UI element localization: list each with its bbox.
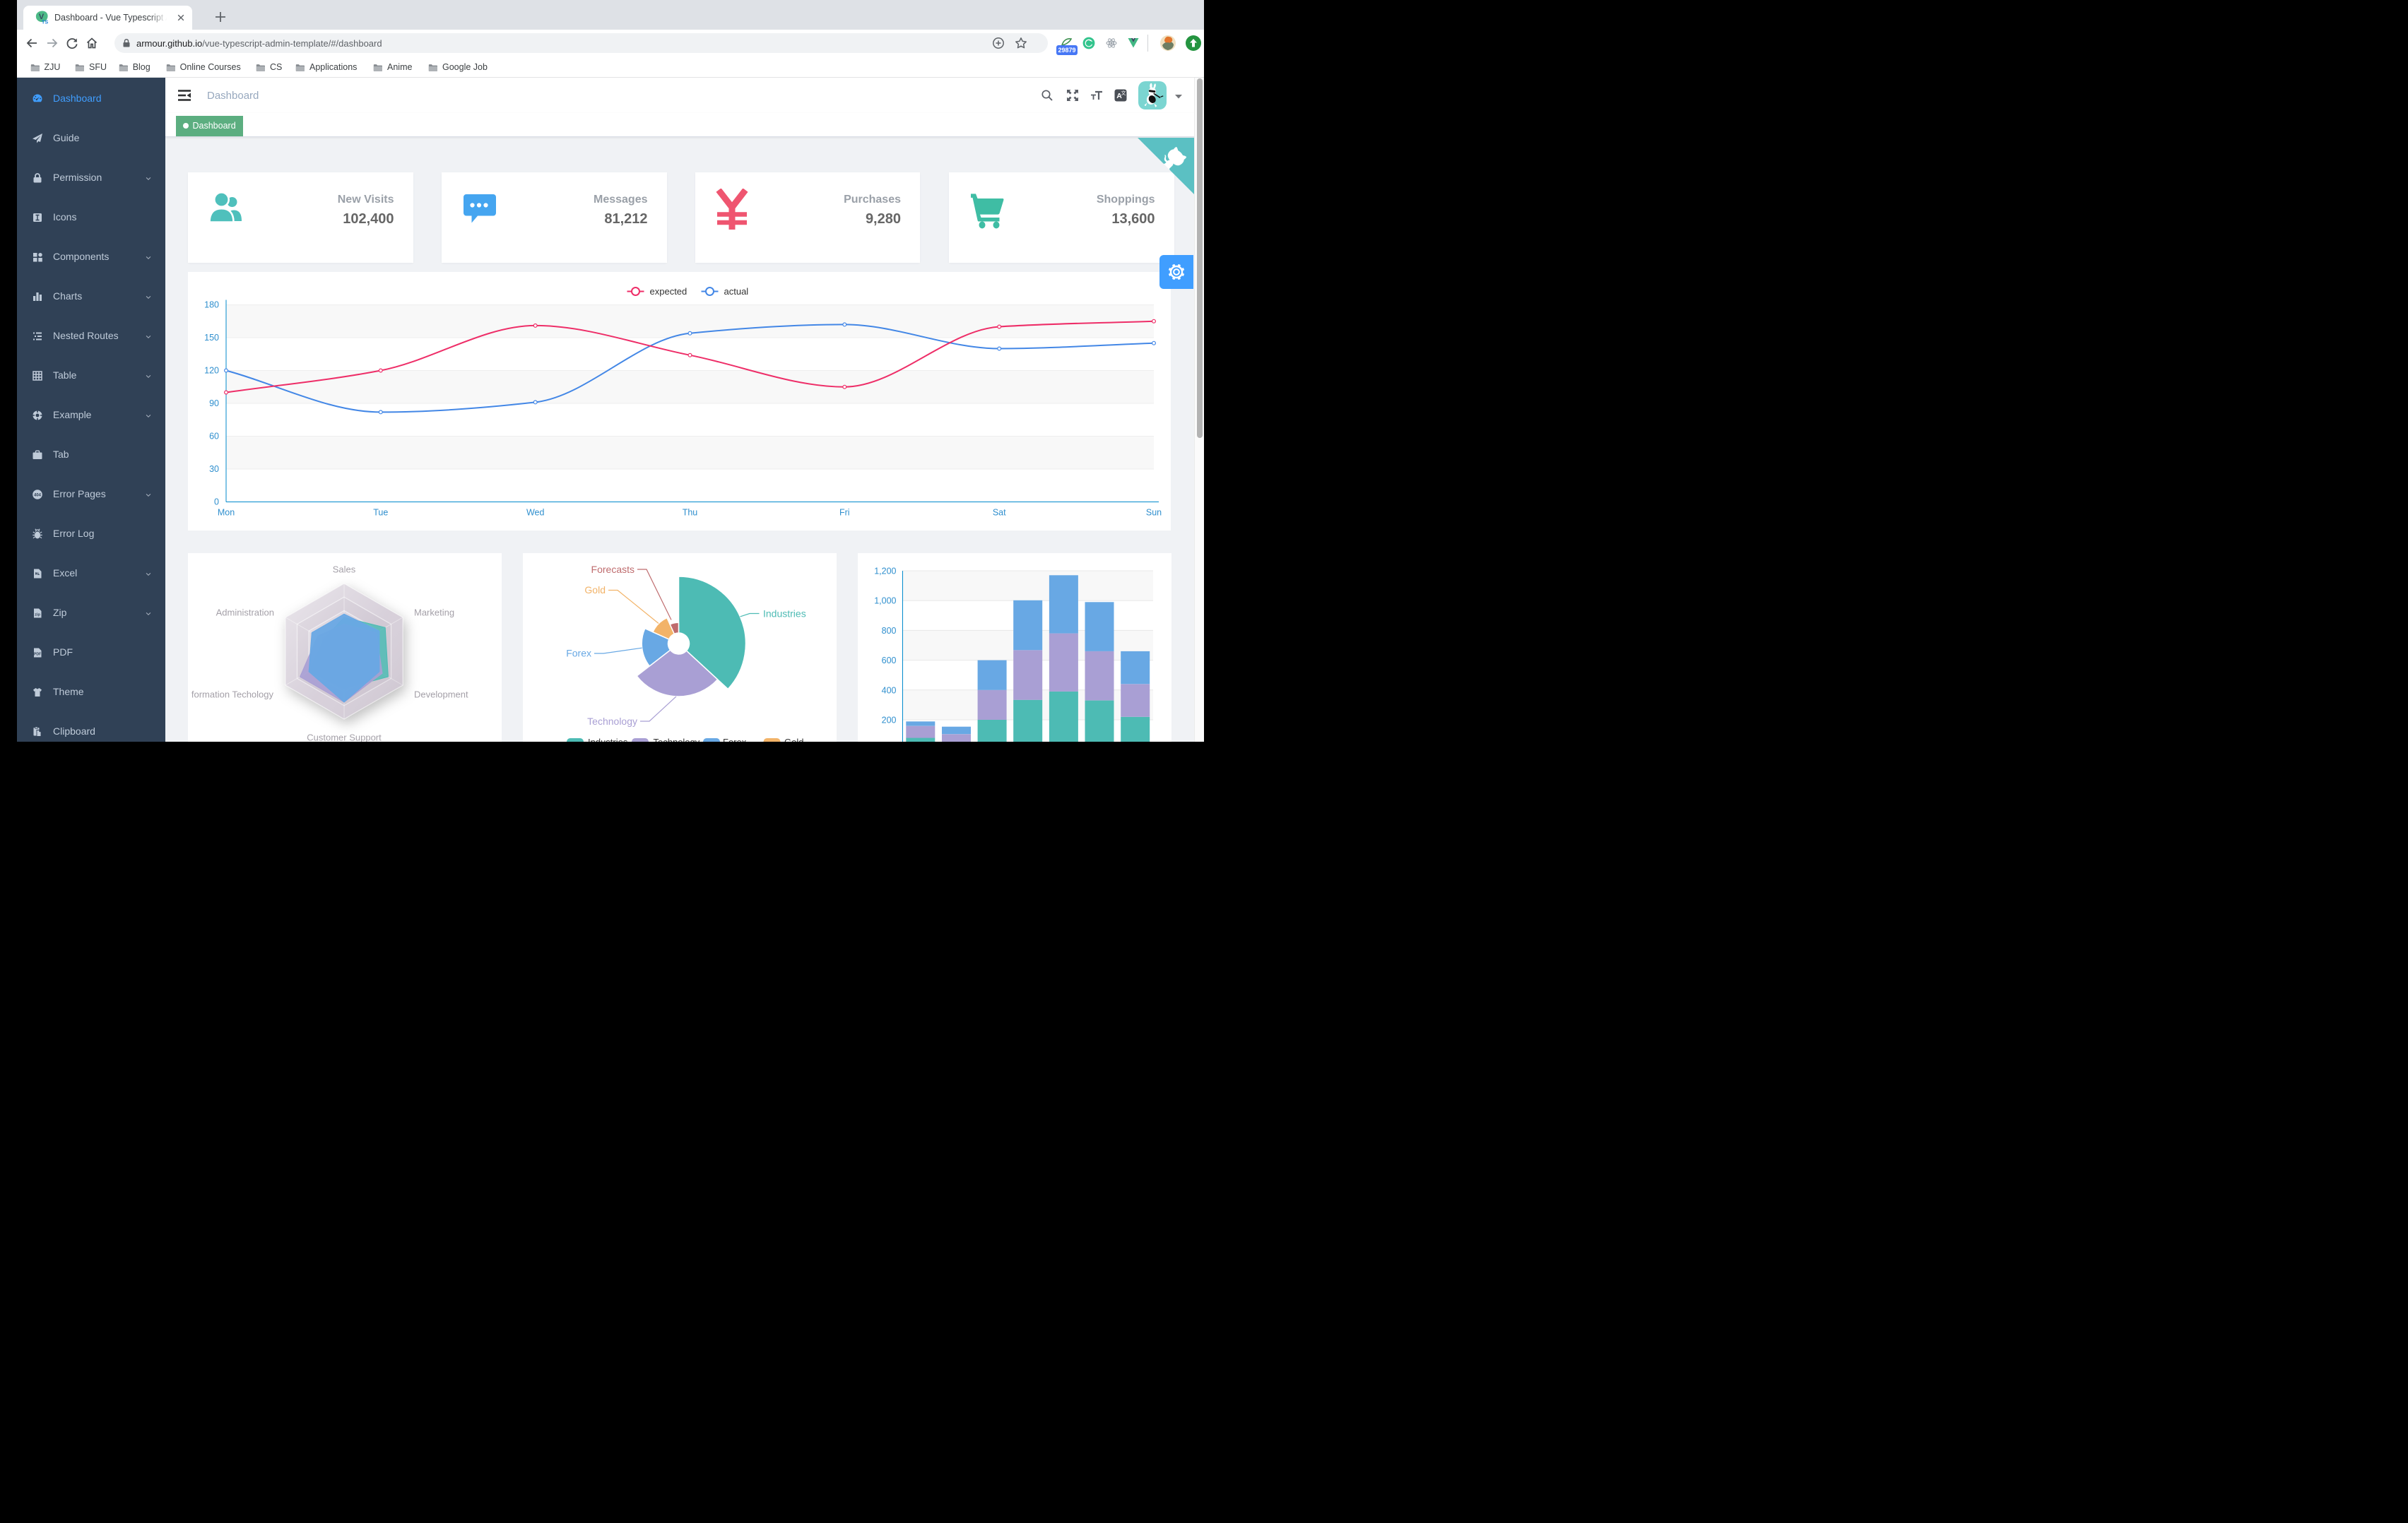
svg-text:150: 150 [204,333,219,343]
svg-text:Mon: Mon [218,508,235,518]
svg-text:200: 200 [882,716,897,725]
svg-text:Forecasts: Forecasts [591,564,635,575]
svg-text:1,000: 1,000 [874,596,896,606]
svg-text:400: 400 [882,685,897,695]
svg-text:Technology: Technology [654,737,700,742]
svg-text:actual: actual [724,286,749,297]
svg-text:Fri: Fri [839,508,850,518]
svg-text:Wed: Wed [526,508,545,518]
svg-text:Thu: Thu [683,508,698,518]
svg-text:Sales: Sales [333,564,356,575]
svg-text:Gold: Gold [584,584,606,595]
svg-text:Technology: Technology [587,716,637,727]
svg-text:文: 文 [1121,90,1126,96]
svg-text:zip: zip [35,613,40,617]
svg-text:Sun: Sun [1146,508,1162,518]
svg-text:Gold: Gold [784,737,803,742]
svg-text:800: 800 [882,626,897,636]
svg-text:404: 404 [34,493,42,497]
svg-text:Forex: Forex [723,737,747,742]
svg-text:A: A [1116,92,1122,100]
svg-text:Forex: Forex [566,648,591,659]
svg-text:180: 180 [204,300,219,310]
svg-text:60: 60 [209,432,219,442]
svg-text:Development: Development [414,689,468,700]
svg-text:600: 600 [882,656,897,665]
svg-text:1,200: 1,200 [874,567,896,576]
svg-text:120: 120 [204,366,219,376]
svg-text:Tue: Tue [373,508,388,518]
svg-text:Industries: Industries [588,737,628,742]
svg-text:expected: expected [650,286,687,297]
svg-text:PDF: PDF [34,653,41,657]
svg-text:Administration: Administration [216,608,274,618]
svg-text:Marketing: Marketing [414,608,454,618]
svg-text:formation Techology: formation Techology [191,689,274,700]
svg-text:Sat: Sat [993,508,1006,518]
svg-text:Customer Support: Customer Support [307,733,382,742]
svg-text:30: 30 [209,464,219,474]
svg-text:V: V [39,13,45,21]
svg-text:90: 90 [209,398,219,408]
svg-text:TS: TS [42,19,48,25]
svg-text:0: 0 [214,497,219,507]
svg-text:Industries: Industries [763,608,806,620]
